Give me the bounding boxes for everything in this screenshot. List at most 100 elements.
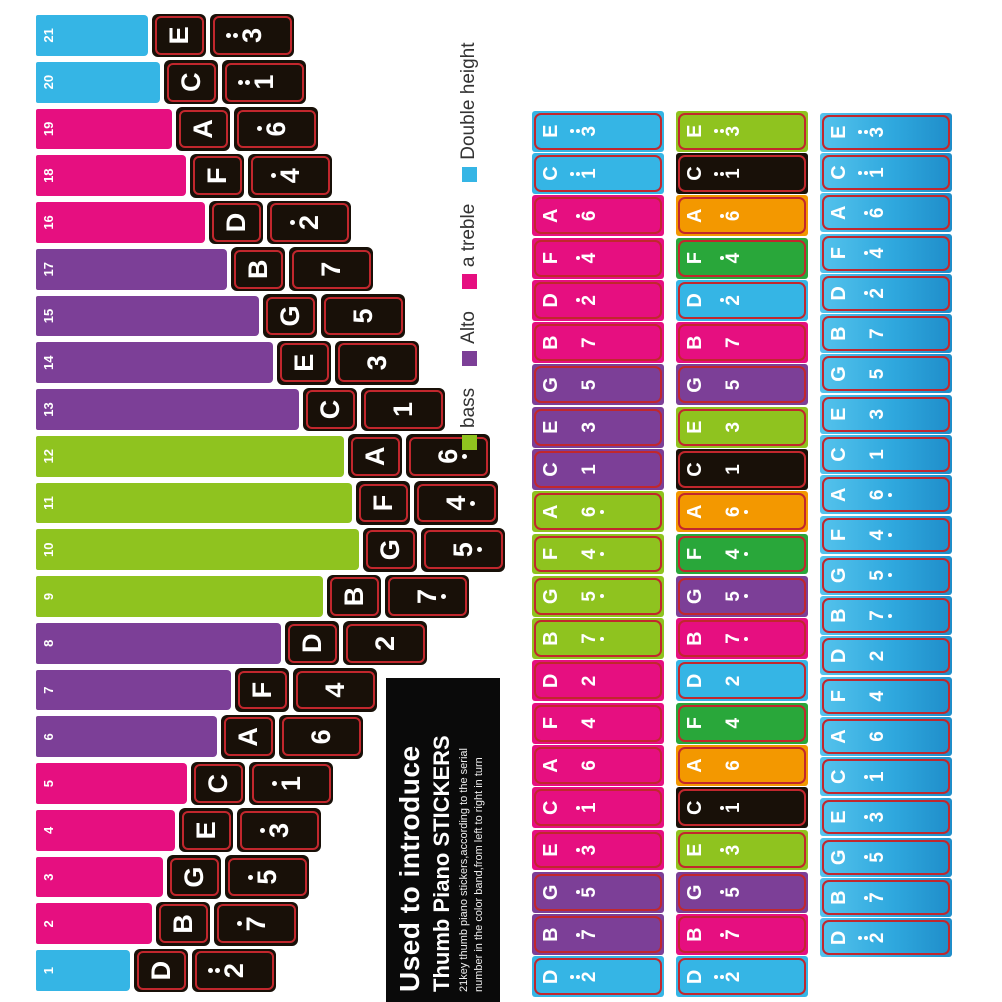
jianpu-notation: 7 bbox=[713, 633, 755, 644]
key-letter-sticker: A bbox=[348, 434, 402, 479]
sticker-letter: C bbox=[828, 165, 850, 180]
jianpu-notation: 3 bbox=[713, 126, 755, 137]
jianpu-notation: 3 bbox=[569, 422, 611, 433]
sticker-letter: A bbox=[540, 208, 562, 224]
jianpu-notation: 2 bbox=[569, 972, 611, 982]
sticker-letter: C bbox=[684, 166, 706, 181]
sticker-letter: F bbox=[684, 547, 706, 561]
notation-digit: 1 bbox=[867, 167, 888, 178]
jianpu-notation: 2 bbox=[206, 963, 262, 978]
sticker-letter: E bbox=[828, 810, 850, 824]
notation-digit: 4 bbox=[867, 529, 888, 541]
jianpu-notation: 3 bbox=[251, 823, 307, 838]
key-letter-sticker: E bbox=[179, 808, 233, 853]
notation-digit: 1 bbox=[579, 802, 600, 814]
jianpu-notation: 5 bbox=[239, 870, 295, 885]
sticker-letter: C bbox=[540, 166, 562, 181]
jianpu-notation: 6 bbox=[569, 211, 611, 221]
legend-swatch bbox=[461, 274, 477, 290]
key-bar: 16 bbox=[36, 202, 205, 243]
sticker-letter: A bbox=[540, 758, 562, 773]
key-letter-sticker: D bbox=[209, 200, 263, 245]
octave-dots-above bbox=[206, 968, 220, 974]
key-number-label: 16 bbox=[41, 215, 56, 230]
key-letter: F bbox=[246, 681, 277, 699]
key-bar: 2 bbox=[36, 903, 152, 945]
octave-dot bbox=[743, 552, 748, 557]
sticker-letter: G bbox=[684, 377, 706, 393]
sticker-letter: A bbox=[684, 208, 706, 224]
key-letter-sticker: D bbox=[134, 948, 188, 993]
sticker-letter: E bbox=[828, 407, 850, 421]
sticker-letter: G bbox=[540, 377, 562, 393]
notation-digit: 6 bbox=[579, 760, 600, 771]
sticker-letter: B bbox=[540, 631, 562, 646]
key-letter: B bbox=[167, 914, 198, 934]
notation-digit: 3 bbox=[579, 844, 600, 856]
notation-digit: 2 bbox=[723, 295, 744, 306]
jianpu-notation: 3 bbox=[713, 845, 755, 855]
jianpu-notation: 3 bbox=[349, 355, 405, 370]
key-bar: 1 bbox=[36, 950, 130, 991]
key-notation-sticker: 1 bbox=[361, 387, 445, 432]
notation-digit: 7 bbox=[723, 337, 744, 348]
jianpu-notation: 2 bbox=[713, 295, 755, 306]
octave-dot bbox=[570, 974, 574, 979]
notation-digit: 6 bbox=[867, 207, 888, 219]
octave-dots-below bbox=[470, 500, 484, 506]
notation-digit: 5 bbox=[347, 308, 378, 324]
key-notation-sticker: 6 bbox=[279, 714, 363, 759]
sticker-letter: D bbox=[540, 969, 562, 985]
notation-digit: 4 bbox=[274, 168, 305, 184]
octave-dot bbox=[237, 79, 243, 85]
key-letter: C bbox=[175, 72, 206, 92]
sticker-letter: D bbox=[828, 648, 850, 664]
key-letter: A bbox=[187, 119, 218, 139]
key-letter: B bbox=[242, 259, 273, 279]
octave-dot bbox=[887, 573, 892, 578]
jianpu-notation: 6 bbox=[569, 506, 611, 517]
octave-dots-above bbox=[263, 781, 277, 787]
jianpu-notation: 7 bbox=[228, 916, 284, 931]
key-letter-sticker: E bbox=[152, 13, 206, 58]
sticker-letter: D bbox=[540, 673, 562, 689]
notation-digit: 1 bbox=[723, 464, 744, 475]
jianpu-notation: 6 bbox=[857, 489, 899, 500]
key-letter-sticker: F bbox=[356, 481, 410, 525]
key-bar: 12 bbox=[36, 435, 344, 477]
jianpu-notation: 6 bbox=[857, 731, 899, 742]
notation-digit: 5 bbox=[579, 887, 600, 898]
key-letter-sticker: E bbox=[277, 340, 331, 385]
jianpu-notation: 4 bbox=[428, 496, 484, 511]
octave-dots-below bbox=[743, 509, 755, 514]
key-letter-sticker: A bbox=[176, 107, 230, 151]
notation-digit: 3 bbox=[579, 125, 600, 137]
key-bar: 6 bbox=[36, 716, 217, 758]
sticker-letter: F bbox=[828, 690, 850, 703]
jianpu-notation: 2 bbox=[857, 933, 899, 943]
notation-digit: 7 bbox=[240, 916, 271, 932]
sticker-letter: F bbox=[540, 547, 562, 561]
legend-swatch bbox=[461, 435, 477, 450]
key-number-label: 5 bbox=[41, 779, 56, 788]
sticker-letter: E bbox=[828, 125, 850, 139]
notation-digit: 3 bbox=[723, 421, 744, 433]
sticker-letter: A bbox=[684, 758, 706, 773]
notation-digit: 1 bbox=[248, 74, 279, 90]
octave-dots-below bbox=[441, 594, 455, 600]
octave-dots-below bbox=[887, 573, 899, 578]
